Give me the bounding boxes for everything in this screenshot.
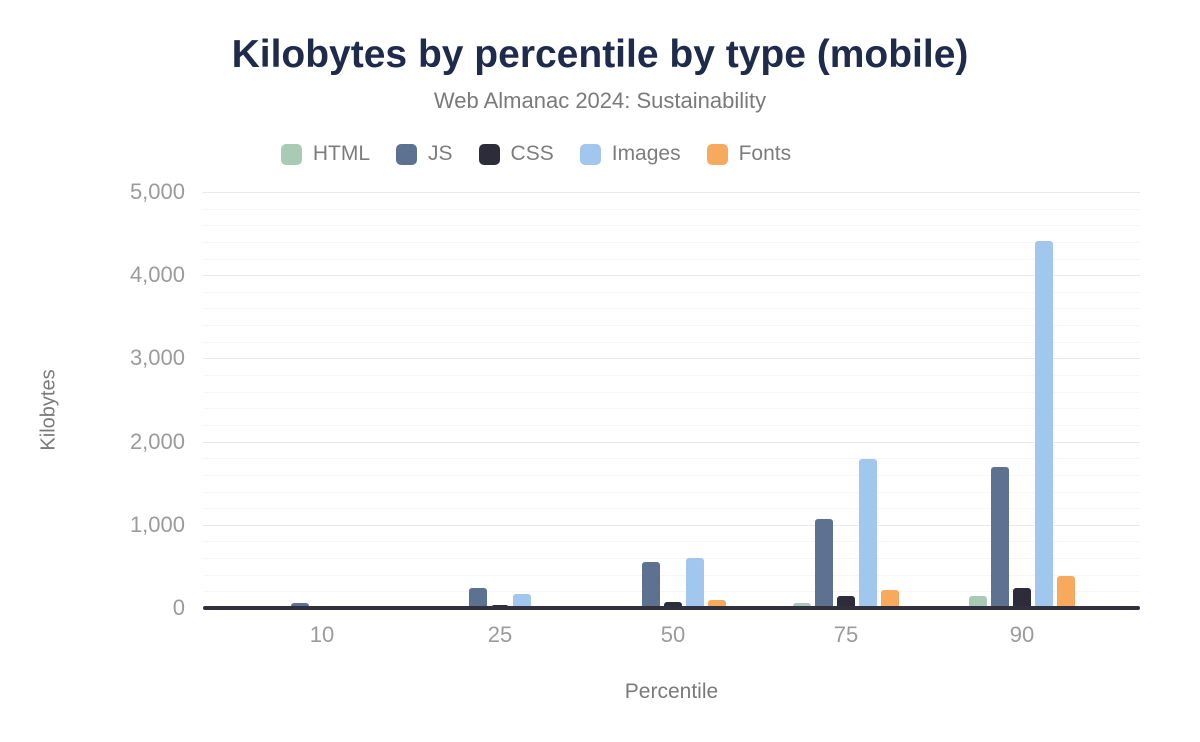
- x-axis-line: [203, 606, 1140, 610]
- legend-label: Images: [611, 142, 681, 165]
- minor-gridline: [203, 341, 1140, 343]
- minor-gridline: [203, 458, 1140, 460]
- bar-js-p25[interactable]: [469, 587, 487, 608]
- bar-js-p10[interactable]: [291, 602, 309, 608]
- minor-gridline: [203, 225, 1140, 227]
- bar-fonts-p50[interactable]: [708, 600, 726, 608]
- minor-gridline: [203, 591, 1140, 593]
- minor-gridline: [203, 258, 1140, 260]
- y-tick-label: 2,000: [129, 428, 185, 454]
- bar-images-p75[interactable]: [859, 459, 877, 608]
- minor-gridline: [203, 241, 1140, 243]
- bar-html-p75[interactable]: [793, 603, 811, 608]
- x-tick-label: 50: [660, 622, 686, 647]
- minor-gridline: [203, 308, 1140, 310]
- bar-html-p90[interactable]: [969, 596, 987, 608]
- minor-gridline: [203, 574, 1140, 576]
- bar-images-p90[interactable]: [1035, 240, 1053, 608]
- bar-js-p90[interactable]: [991, 466, 1009, 608]
- legend-item-fonts: Fonts: [706, 142, 792, 166]
- bar-fonts-p75[interactable]: [881, 590, 899, 608]
- bar-images-p25[interactable]: [513, 594, 531, 608]
- minor-gridline: [203, 474, 1140, 476]
- x-tick-label: 25: [487, 622, 513, 647]
- x-axis-title: Percentile: [624, 680, 719, 703]
- major-gridline: [203, 358, 1140, 360]
- minor-gridline: [203, 391, 1140, 393]
- major-gridline: [203, 275, 1140, 277]
- minor-gridline: [203, 424, 1140, 426]
- legend-swatch-html: [280, 143, 302, 165]
- y-tick-label: 5,000: [129, 179, 185, 204]
- legend-item-images: Images: [579, 142, 681, 166]
- minor-gridline: [203, 541, 1140, 543]
- y-tick-label: 3,000: [129, 345, 185, 371]
- legend-label: HTML: [312, 142, 371, 165]
- x-tick-label: 90: [1009, 622, 1035, 647]
- bar-js-p75[interactable]: [815, 518, 833, 608]
- bar-images-p50[interactable]: [686, 557, 704, 608]
- plot-area: [203, 192, 1140, 610]
- minor-gridline: [203, 508, 1140, 510]
- y-tick-label: 1,000: [129, 511, 185, 537]
- bar-css-p75[interactable]: [837, 595, 855, 608]
- legend-label: Fonts: [738, 142, 792, 165]
- x-tick-label: 10: [309, 622, 335, 647]
- legend-swatch-fonts: [706, 143, 728, 165]
- y-tick-label: 4,000: [129, 262, 185, 288]
- bar-fonts-p90[interactable]: [1057, 576, 1075, 608]
- minor-gridline: [203, 375, 1140, 377]
- legend-item-js: JS: [396, 142, 453, 166]
- legend-swatch-js: [396, 143, 418, 165]
- minor-gridline: [203, 291, 1140, 293]
- major-gridline: [203, 524, 1140, 526]
- legend-label: CSS: [510, 142, 554, 165]
- bar-css-p50[interactable]: [664, 601, 682, 608]
- minor-gridline: [203, 325, 1140, 327]
- chart-title: Kilobytes by percentile by type (mobile): [231, 33, 969, 76]
- legend-swatch-css: [478, 143, 500, 165]
- y-tick-label: 0: [172, 595, 185, 620]
- bar-js-p50[interactable]: [642, 561, 660, 608]
- legend: HTML JS CSS Images Fonts: [0, 142, 1072, 166]
- x-tick-label: 75: [833, 622, 859, 647]
- minor-gridline: [203, 558, 1140, 560]
- minor-gridline: [203, 208, 1140, 210]
- legend-swatch-images: [579, 143, 601, 165]
- minor-gridline: [203, 491, 1140, 493]
- chart-subtitle: Web Almanac 2024: Sustainability: [433, 88, 767, 113]
- legend-item-css: CSS: [478, 142, 554, 166]
- bar-css-p90[interactable]: [1013, 588, 1031, 608]
- major-gridline: [203, 441, 1140, 443]
- y-axis-title: Kilobytes: [37, 369, 60, 451]
- minor-gridline: [203, 408, 1140, 410]
- legend-label: JS: [428, 142, 453, 165]
- major-gridline: [203, 192, 1140, 193]
- legend-item-html: HTML: [280, 142, 371, 166]
